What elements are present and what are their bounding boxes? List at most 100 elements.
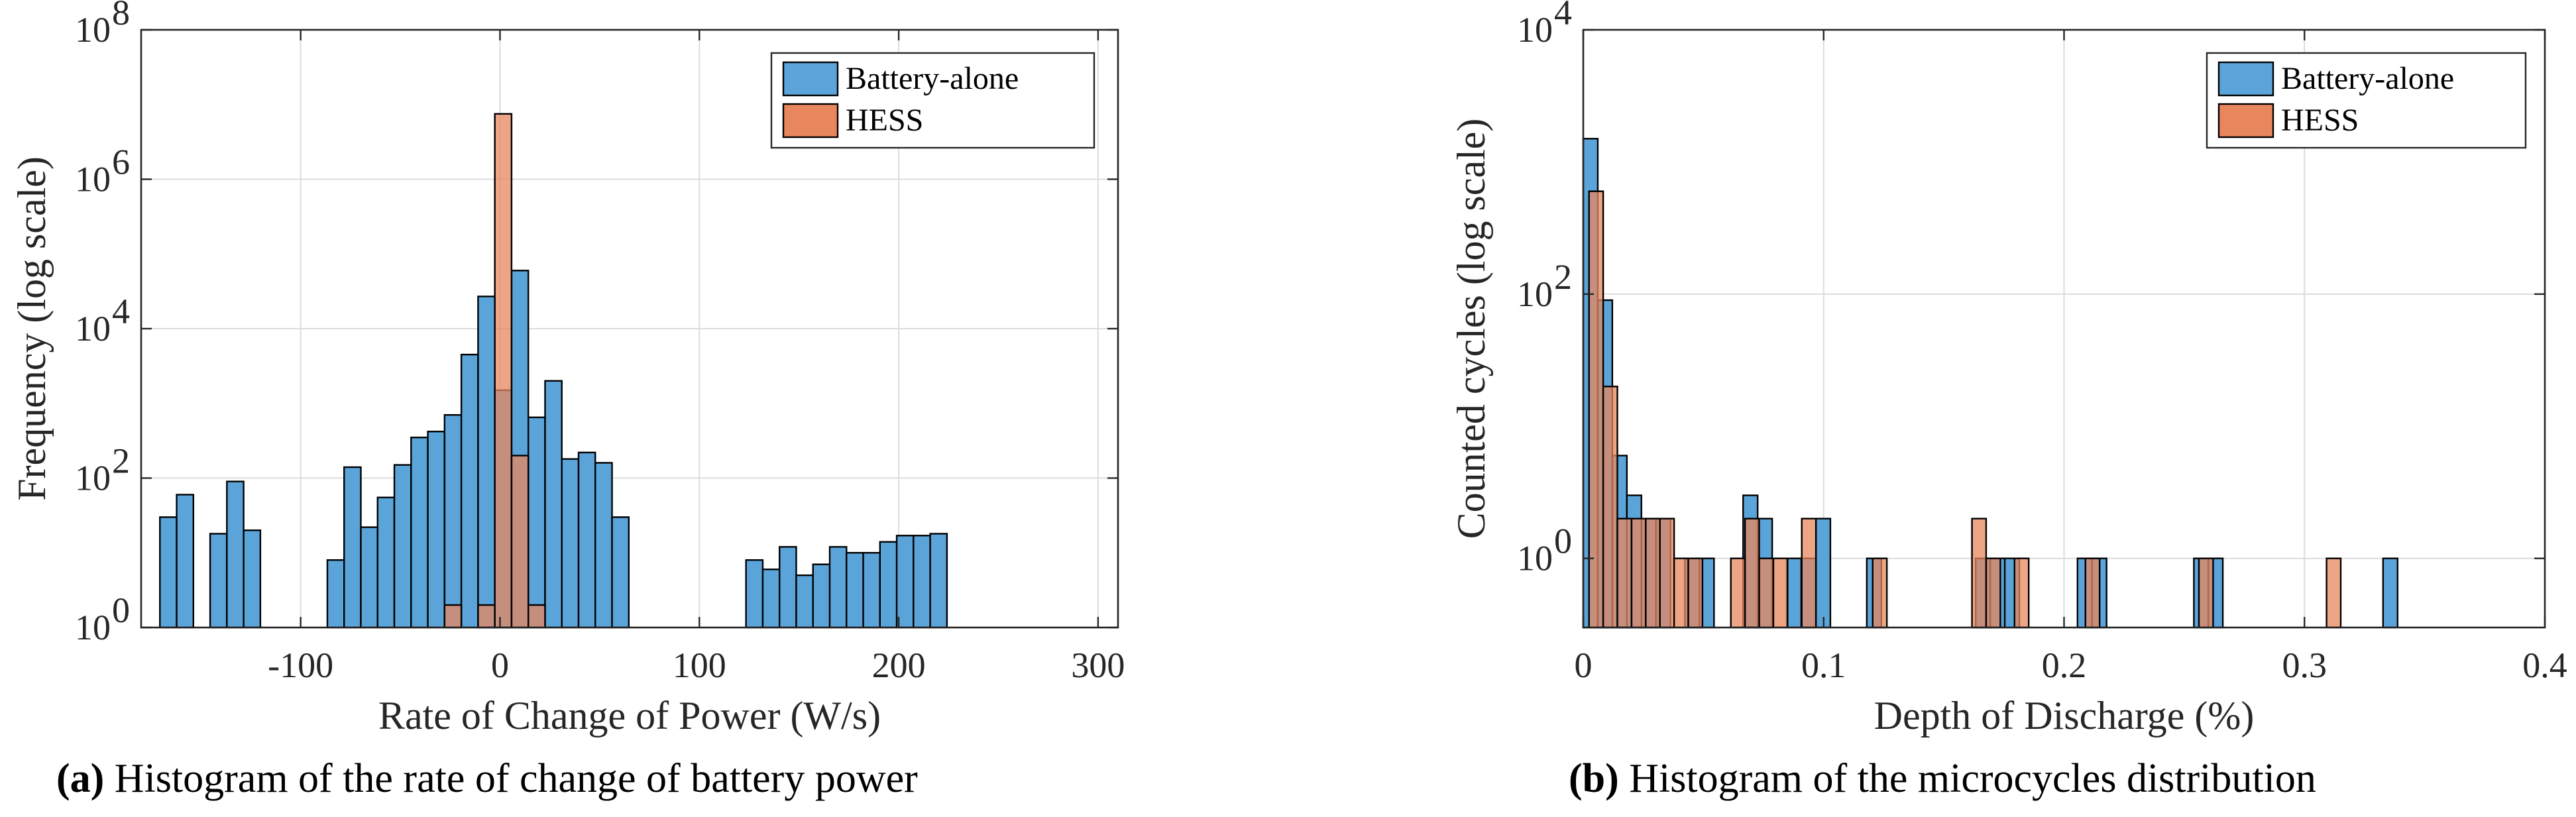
histogram-bar-hess (1687, 557, 1704, 629)
y-tick-label: 10 (75, 459, 111, 498)
histogram-bar-battery-alone (326, 559, 345, 629)
x-tick-label: 0.1 (1801, 645, 1846, 685)
histogram-bar-battery-alone (879, 541, 898, 629)
histogram-bar-battery-alone (862, 552, 881, 629)
y-tick-label: 10 (75, 160, 111, 199)
histogram-bar-battery-alone (745, 559, 764, 629)
histogram-bar-battery-alone (243, 529, 262, 629)
y-tick-label: 10 (1517, 539, 1553, 578)
y-tick-exponent: 0 (112, 590, 130, 630)
legend-swatch (782, 61, 839, 97)
histogram-bar-battery-alone (577, 451, 596, 629)
histogram-bar-battery-alone (410, 436, 429, 629)
histogram-bar-hess (1616, 517, 1633, 629)
figure-caption: (b) Histogram of the microcycles distrib… (1569, 756, 2316, 801)
histogram-bar-battery-alone (443, 414, 463, 629)
histogram-bar-battery-alone (527, 416, 546, 629)
legend-swatch (782, 103, 839, 138)
histogram-bar-battery-alone (828, 546, 848, 629)
y-tick-exponent: 2 (112, 441, 130, 481)
histogram-bar-battery-alone (226, 480, 245, 629)
y-tick-exponent: 4 (112, 292, 130, 331)
histogram-bar-battery-alone (779, 546, 797, 629)
caption-text: Histogram of the microcycles distributio… (1619, 756, 2316, 801)
histogram-bar-hess (1602, 386, 1618, 629)
histogram-bar-hess (494, 113, 513, 629)
y-tick-exponent: 4 (1554, 0, 1572, 32)
histogram-bar-battery-alone (376, 496, 396, 629)
y-axis-label: Frequency (log scale) (10, 156, 54, 501)
x-axis-label: Depth of Discharge (%) (1874, 694, 2255, 737)
histogram-bar-hess (1971, 517, 1988, 629)
histogram-bar-hess (1872, 557, 1888, 629)
y-tick-label: 10 (75, 608, 111, 647)
histogram-bar-battery-alone (594, 462, 613, 629)
legend: Battery-alone HESS (770, 52, 1095, 149)
histogram-bar-hess (1744, 517, 1760, 629)
histogram-bar-battery-alone (343, 466, 362, 629)
x-tick-label: 200 (872, 645, 926, 685)
x-tick-label: 0.3 (2282, 645, 2327, 685)
y-tick-label: 10 (1517, 10, 1553, 50)
histogram-bar-hess (2198, 557, 2214, 629)
histogram-bar-battery-alone (176, 494, 195, 629)
x-tick-label: 0 (491, 645, 509, 685)
legend: Battery-alone HESS (2206, 52, 2527, 149)
y-tick-label: 10 (75, 10, 111, 50)
y-tick-label: 10 (75, 309, 111, 349)
histogram-bar-hess (1730, 557, 1746, 629)
histogram-bar-battery-alone (913, 535, 931, 629)
y-tick-exponent: 8 (112, 0, 130, 32)
histogram-bar-battery-alone (1815, 517, 1832, 629)
histogram-bar-battery-alone (360, 526, 378, 629)
histogram-bar-battery-alone (544, 380, 563, 629)
histogram-bar-battery-alone (812, 563, 831, 629)
caption-label: (a) (56, 756, 104, 801)
histogram-bar-battery-alone (761, 569, 781, 629)
histogram-bar-battery-alone (611, 516, 630, 629)
legend-swatch (2217, 103, 2274, 138)
legend-label: HESS (846, 103, 923, 138)
legend-label: HESS (2281, 103, 2359, 138)
histogram-bar-battery-alone (929, 533, 948, 629)
x-tick-label: 0 (1575, 645, 1593, 685)
histogram-bar-battery-alone (895, 535, 915, 629)
histogram-bar-battery-alone (795, 574, 814, 629)
legend-label: Battery-alone (2281, 61, 2454, 96)
histogram-bar-hess (443, 604, 463, 629)
figure-caption: (a) Histogram of the rate of change of b… (56, 756, 918, 801)
x-axis-label: Rate of Change of Power (W/s) (378, 694, 881, 737)
histogram-bar-hess (1673, 557, 1689, 629)
histogram-bar-battery-alone (846, 552, 864, 629)
y-tick-exponent: 0 (1554, 521, 1572, 561)
histogram-bar-hess (477, 604, 496, 629)
legend-swatch (2217, 61, 2274, 97)
histogram-bar-hess (2325, 557, 2342, 629)
histogram-bar-battery-alone (2382, 557, 2399, 629)
y-axis-label: Counted cycles (log scale) (1449, 119, 1493, 539)
histogram-bar-hess (1801, 517, 1817, 629)
histogram-bar-battery-alone (1785, 557, 1803, 629)
x-tick-label: 300 (1071, 645, 1125, 685)
caption-label: (b) (1569, 756, 1619, 801)
histogram-bar-hess (510, 455, 530, 629)
histogram-bar-hess (2013, 557, 2030, 629)
y-tick-exponent: 6 (112, 142, 130, 182)
histogram-bar-battery-alone (209, 533, 228, 629)
histogram-bar-hess (1630, 517, 1647, 629)
histogram-bar-hess (1758, 557, 1775, 629)
histogram-bar-hess (1645, 517, 1661, 629)
legend-label: Battery-alone (846, 61, 1019, 96)
histogram-bar-hess (1659, 517, 1675, 629)
y-tick-exponent: 2 (1554, 257, 1572, 297)
histogram-bar-battery-alone (561, 458, 580, 629)
histogram-bar-battery-alone (159, 516, 178, 629)
histogram-bar-battery-alone (427, 431, 446, 629)
histogram-bar-hess (2084, 557, 2101, 629)
x-tick-label: -100 (268, 645, 333, 685)
x-tick-label: 100 (673, 645, 726, 685)
histogram-bar-battery-alone (393, 464, 412, 629)
